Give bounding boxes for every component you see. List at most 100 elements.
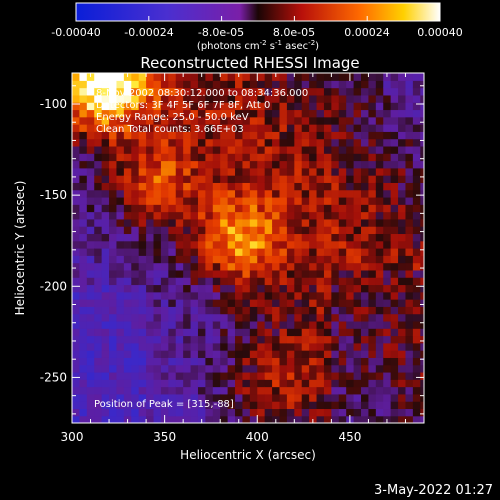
heatmap-cell xyxy=(205,364,214,373)
heatmap-cell xyxy=(153,175,162,183)
heatmap-cell xyxy=(79,73,88,81)
heatmap-cell xyxy=(212,102,221,111)
heatmap-cell xyxy=(116,262,125,271)
heatmap-cell xyxy=(183,196,192,205)
heatmap-cell xyxy=(368,320,377,329)
heatmap-cell xyxy=(309,306,318,315)
heatmap-cell xyxy=(242,226,251,235)
heatmap-cell xyxy=(257,401,266,410)
heatmap-cell xyxy=(286,335,295,344)
heatmap-cell xyxy=(79,415,88,423)
heatmap-cell xyxy=(101,248,110,256)
heatmap-cell xyxy=(272,145,281,154)
heatmap-cell xyxy=(249,80,258,89)
heatmap-cell xyxy=(227,131,236,140)
heatmap-cell xyxy=(235,131,244,140)
heatmap-cell xyxy=(123,189,132,198)
heatmap-cell xyxy=(294,124,303,132)
heatmap-cell xyxy=(153,196,162,205)
heatmap-cell xyxy=(309,138,318,147)
heatmap-cell xyxy=(368,153,377,162)
heatmap-cell xyxy=(175,131,184,140)
heatmap-cell xyxy=(301,109,310,118)
heatmap-cell xyxy=(353,306,362,315)
heatmap-cell xyxy=(368,145,377,154)
heatmap-cell xyxy=(316,371,325,380)
heatmap-cell xyxy=(160,109,169,118)
heatmap-cell xyxy=(383,167,392,176)
heatmap-cell xyxy=(123,299,132,307)
heatmap-cell xyxy=(175,313,184,322)
heatmap-cell xyxy=(279,291,288,300)
heatmap-cell xyxy=(205,284,214,293)
heatmap-cell xyxy=(227,73,236,81)
heatmap-cell xyxy=(301,153,310,162)
heatmap-cell xyxy=(316,218,325,227)
heatmap-cell xyxy=(235,160,244,169)
heatmap-cell xyxy=(420,240,424,249)
heatmap-cell xyxy=(390,277,399,286)
heatmap-cell xyxy=(301,116,310,125)
heatmap-cell xyxy=(383,182,392,191)
heatmap-cell xyxy=(235,226,244,235)
heatmap-cell xyxy=(264,87,273,96)
heatmap-cell xyxy=(279,379,288,388)
heatmap-cell xyxy=(146,364,155,373)
heatmap-cell xyxy=(353,131,362,140)
heatmap-cell xyxy=(146,131,155,140)
heatmap-cell xyxy=(405,342,414,351)
heatmap-cell xyxy=(375,73,384,81)
heatmap-cell xyxy=(390,233,399,242)
heatmap-cell xyxy=(301,328,310,337)
heatmap-cell xyxy=(79,335,88,344)
heatmap-cell xyxy=(146,138,155,147)
heatmap-cell xyxy=(220,240,229,249)
heatmap-cell xyxy=(116,364,125,373)
heatmap-cell xyxy=(109,175,118,183)
heatmap-cell xyxy=(183,204,192,213)
heatmap-cell xyxy=(420,109,424,118)
heatmap-cell xyxy=(205,94,214,103)
heatmap-cell xyxy=(146,335,155,344)
heatmap-cell xyxy=(242,262,251,271)
heatmap-cell xyxy=(94,167,103,176)
heatmap-cell xyxy=(212,233,221,242)
heatmap-cell xyxy=(398,87,407,96)
heatmap-cell xyxy=(79,87,88,96)
heatmap-cell xyxy=(361,145,370,154)
heatmap-cell xyxy=(346,175,355,183)
heatmap-cell xyxy=(116,379,125,388)
heatmap-cell xyxy=(116,109,125,118)
heatmap-cell xyxy=(160,364,169,373)
heatmap-cell xyxy=(316,393,325,402)
y-axis-label: Heliocentric Y (arcsec) xyxy=(13,181,27,316)
annotation-energy-range: Energy Range: 25.0 - 50.0 keV xyxy=(96,112,249,123)
heatmap-cell xyxy=(353,262,362,271)
heatmap-cell xyxy=(146,393,155,402)
heatmap-cell xyxy=(109,167,118,176)
heatmap-cell xyxy=(257,393,266,402)
heatmap-cell xyxy=(242,364,251,373)
heatmap-cell xyxy=(323,248,332,256)
heatmap-cell xyxy=(398,182,407,191)
heatmap-cell xyxy=(257,73,266,81)
heatmap-cell xyxy=(383,320,392,329)
heatmap-cell xyxy=(175,116,184,125)
heatmap-cell xyxy=(420,328,424,337)
heatmap-cell xyxy=(242,80,251,89)
heatmap-cell xyxy=(264,371,273,380)
heatmap-cell xyxy=(235,320,244,329)
heatmap-cell xyxy=(286,299,295,307)
heatmap-cell xyxy=(183,240,192,249)
heatmap-cell xyxy=(72,415,81,423)
heatmap-cell xyxy=(153,386,162,395)
heatmap-cell xyxy=(375,291,384,300)
heatmap-cell xyxy=(353,240,362,249)
heatmap-cell xyxy=(168,182,177,191)
heatmap-cell xyxy=(405,306,414,315)
heatmap-cell xyxy=(235,284,244,293)
heatmap-cell xyxy=(153,306,162,315)
heatmap-cell xyxy=(160,357,169,366)
heatmap-cell xyxy=(242,94,251,103)
heatmap-cell xyxy=(146,371,155,380)
